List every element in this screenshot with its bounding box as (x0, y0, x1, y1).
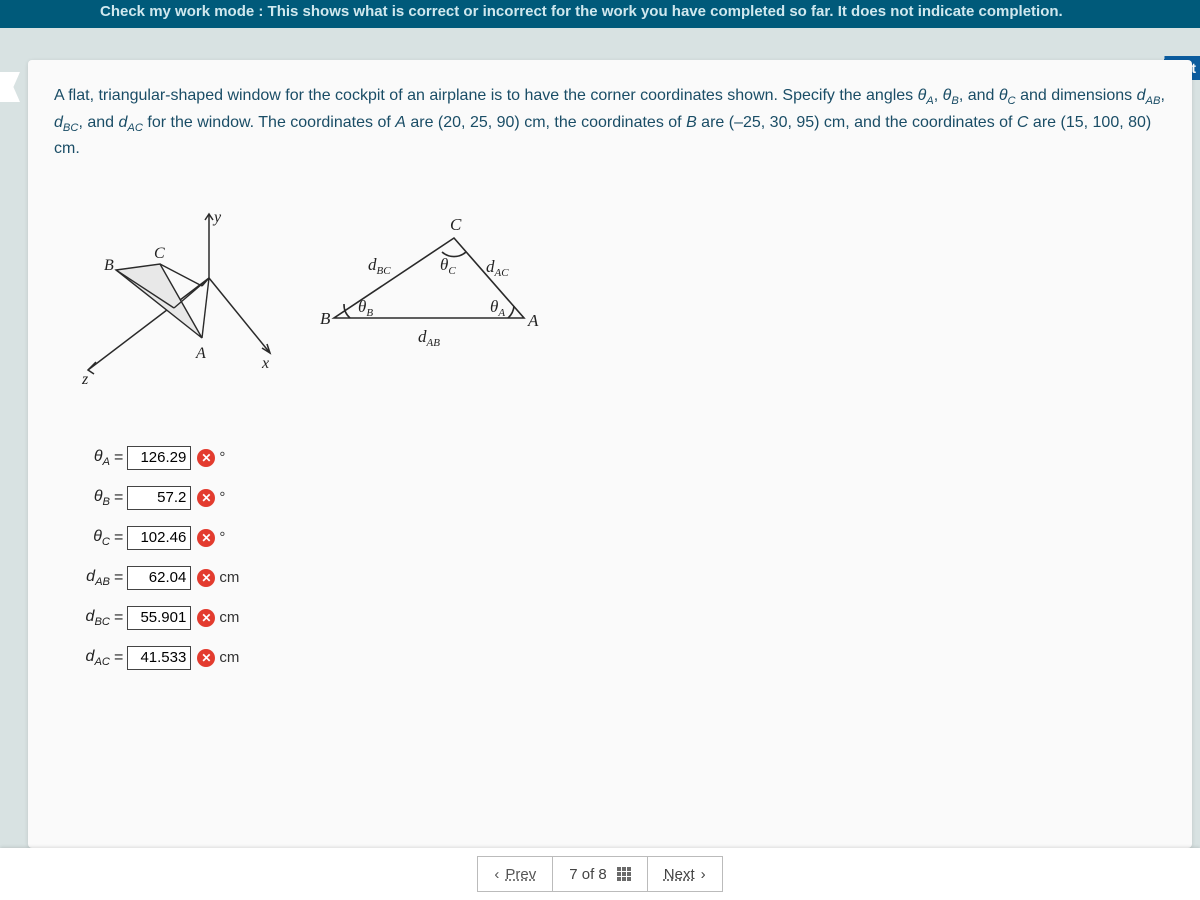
wrong-icon: ✕ (197, 449, 215, 467)
unit-label: ° (219, 489, 225, 506)
answer-label: θC (62, 528, 110, 548)
answer-input[interactable] (127, 606, 191, 630)
answer-label: θB (62, 488, 110, 508)
wrong-icon: ✕ (197, 489, 215, 507)
answer-row: θB= ✕° (62, 486, 1172, 510)
answer-input[interactable] (127, 646, 191, 670)
svg-text:θA: θA (490, 297, 505, 319)
answers-block: θA=✕°θB=✕°θC=✕°dAB=✕cmdBC=✕cmdAC=✕cm (62, 446, 1172, 670)
svg-text:C: C (450, 215, 462, 234)
answer-row: θC= ✕° (62, 526, 1172, 550)
svg-text:θB: θB (358, 297, 373, 319)
problem-text: A flat, triangular-shaped window for the… (54, 84, 1172, 162)
position-button[interactable]: 7 of 8 (552, 856, 647, 892)
svg-text:B: B (320, 309, 331, 328)
nav-group: ‹ Prev 7 of 8 Next › (477, 856, 722, 892)
answer-label: dBC (62, 608, 110, 628)
answer-label: dAB (62, 568, 110, 588)
wrong-icon: ✕ (197, 649, 215, 667)
equals-sign: = (114, 569, 123, 587)
wrong-icon: ✕ (197, 569, 215, 587)
unit-label: cm (219, 649, 239, 666)
answer-input[interactable] (127, 446, 191, 470)
answer-row: dAC= ✕cm (62, 646, 1172, 670)
equals-sign: = (114, 449, 123, 467)
svg-text:y: y (212, 209, 222, 226)
navbar: ‹ Prev 7 of 8 Next › (0, 848, 1200, 900)
answer-label: dAC (62, 648, 110, 668)
chevron-left-icon: ‹ (494, 866, 499, 883)
txt: A flat, triangular-shaped window for the… (54, 87, 918, 104)
svg-text:A: A (195, 345, 206, 362)
equals-sign: = (114, 649, 123, 667)
unit-label: cm (219, 569, 239, 586)
prev-label: Prev (505, 866, 536, 883)
next-button[interactable]: Next › (647, 856, 723, 892)
svg-text:C: C (154, 245, 165, 262)
answer-row: dAB= ✕cm (62, 566, 1172, 590)
svg-text:dAC: dAC (486, 257, 509, 279)
diagram-row: y x z B C A B (74, 208, 1172, 398)
svg-text:θC: θC (440, 255, 456, 277)
chevron-right-icon: › (701, 866, 706, 883)
equals-sign: = (114, 489, 123, 507)
svg-text:x: x (261, 355, 269, 372)
unit-label: ° (219, 449, 225, 466)
answer-input[interactable] (127, 526, 191, 550)
answer-input[interactable] (127, 486, 191, 510)
svg-text:dAB: dAB (418, 327, 440, 349)
diagram-2d: B A C dBC dAC dAB θB θA θC (314, 208, 554, 398)
prev-button[interactable]: ‹ Prev (477, 856, 552, 892)
equals-sign: = (114, 609, 123, 627)
svg-text:z: z (81, 371, 89, 388)
question-card: A flat, triangular-shaped window for the… (28, 60, 1192, 848)
unit-label: cm (219, 609, 239, 626)
answer-row: θA= ✕° (62, 446, 1172, 470)
svg-text:dBC: dBC (368, 255, 391, 277)
unit-label: ° (219, 529, 225, 546)
wrong-icon: ✕ (197, 609, 215, 627)
answer-row: dBC= ✕cm (62, 606, 1172, 630)
answer-input[interactable] (127, 566, 191, 590)
wrong-icon: ✕ (197, 529, 215, 547)
grid-icon (617, 867, 631, 881)
position-label: 7 of 8 (569, 866, 607, 883)
answer-label: θA (62, 448, 110, 468)
banner-text: Check my work mode : This shows what is … (100, 3, 1063, 20)
diagram-3d: y x z B C A (74, 208, 274, 398)
next-label: Next (664, 866, 695, 883)
equals-sign: = (114, 529, 123, 547)
bookmark-flag[interactable] (0, 72, 20, 102)
check-work-banner: Check my work mode : This shows what is … (0, 0, 1200, 28)
svg-text:A: A (527, 311, 539, 330)
svg-text:B: B (104, 257, 114, 274)
